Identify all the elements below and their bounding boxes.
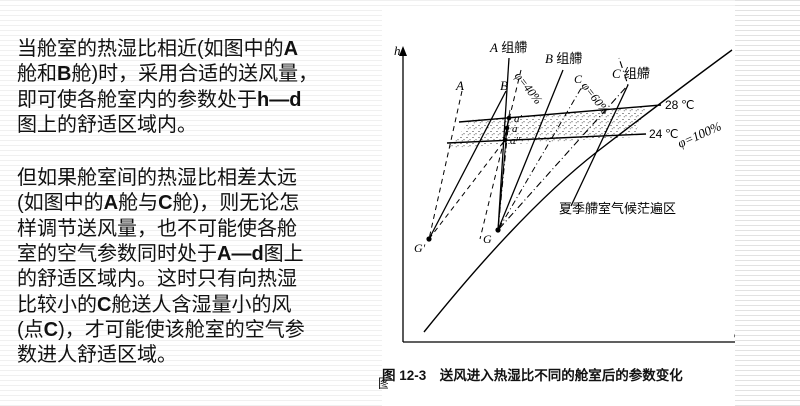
svg-text:C 组艜: C 组艜 [612,66,650,81]
svg-text:夏季艜室气候茫遍区: 夏季艜室气候茫遍区 [559,201,676,216]
svg-text:A: A [455,78,464,93]
svg-text:C: C [574,72,583,86]
svg-text:28: 28 [665,98,679,112]
svg-text:A 组艜: A 组艜 [489,40,527,55]
svg-text:h: h [394,43,401,58]
svg-text:a: a [512,123,518,135]
svg-text:24: 24 [649,127,663,141]
svg-text:B: B [500,78,508,93]
svg-text:G': G' [414,241,426,255]
svg-text:a'': a'' [510,135,521,147]
svg-text:℃: ℃ [681,98,694,112]
svg-text:G: G [483,232,492,246]
svg-text:φ=100%: φ=100% [675,118,724,151]
svg-text:B 组艜: B 组艜 [545,51,582,66]
